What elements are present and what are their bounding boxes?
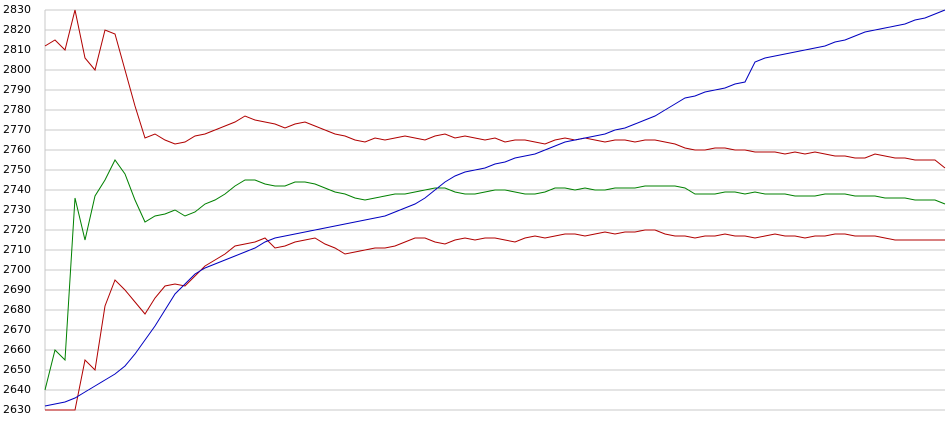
y-tick-label: 2700 bbox=[3, 263, 31, 276]
series-line bbox=[45, 229, 945, 411]
y-tick-label: 2650 bbox=[3, 363, 31, 376]
y-tick-label: 2750 bbox=[3, 163, 31, 176]
y-tick-label: 2780 bbox=[3, 103, 31, 116]
y-tick-label: 2820 bbox=[3, 23, 31, 36]
y-tick-label: 2790 bbox=[3, 83, 31, 96]
y-tick-label: 2680 bbox=[3, 303, 31, 316]
y-tick-label: 2770 bbox=[3, 123, 31, 136]
y-tick-label: 2720 bbox=[3, 223, 31, 236]
y-tick-label: 2640 bbox=[3, 383, 31, 396]
y-tick-label: 2730 bbox=[3, 203, 31, 216]
y-tick-label: 2630 bbox=[3, 403, 31, 416]
y-tick-label: 2740 bbox=[3, 183, 31, 196]
y-tick-label: 2670 bbox=[3, 323, 31, 336]
y-tick-label: 2830 bbox=[3, 3, 31, 16]
series-line bbox=[44, 159, 946, 391]
y-tick-label: 2690 bbox=[3, 283, 31, 296]
series-line bbox=[44, 9, 946, 169]
y-tick-label: 2800 bbox=[3, 63, 31, 76]
y-tick-label: 2660 bbox=[3, 343, 31, 356]
y-tick-label: 2760 bbox=[3, 143, 31, 156]
series-line bbox=[44, 9, 946, 407]
y-tick-label: 2710 bbox=[3, 243, 31, 256]
y-tick-label: 2810 bbox=[3, 43, 31, 56]
